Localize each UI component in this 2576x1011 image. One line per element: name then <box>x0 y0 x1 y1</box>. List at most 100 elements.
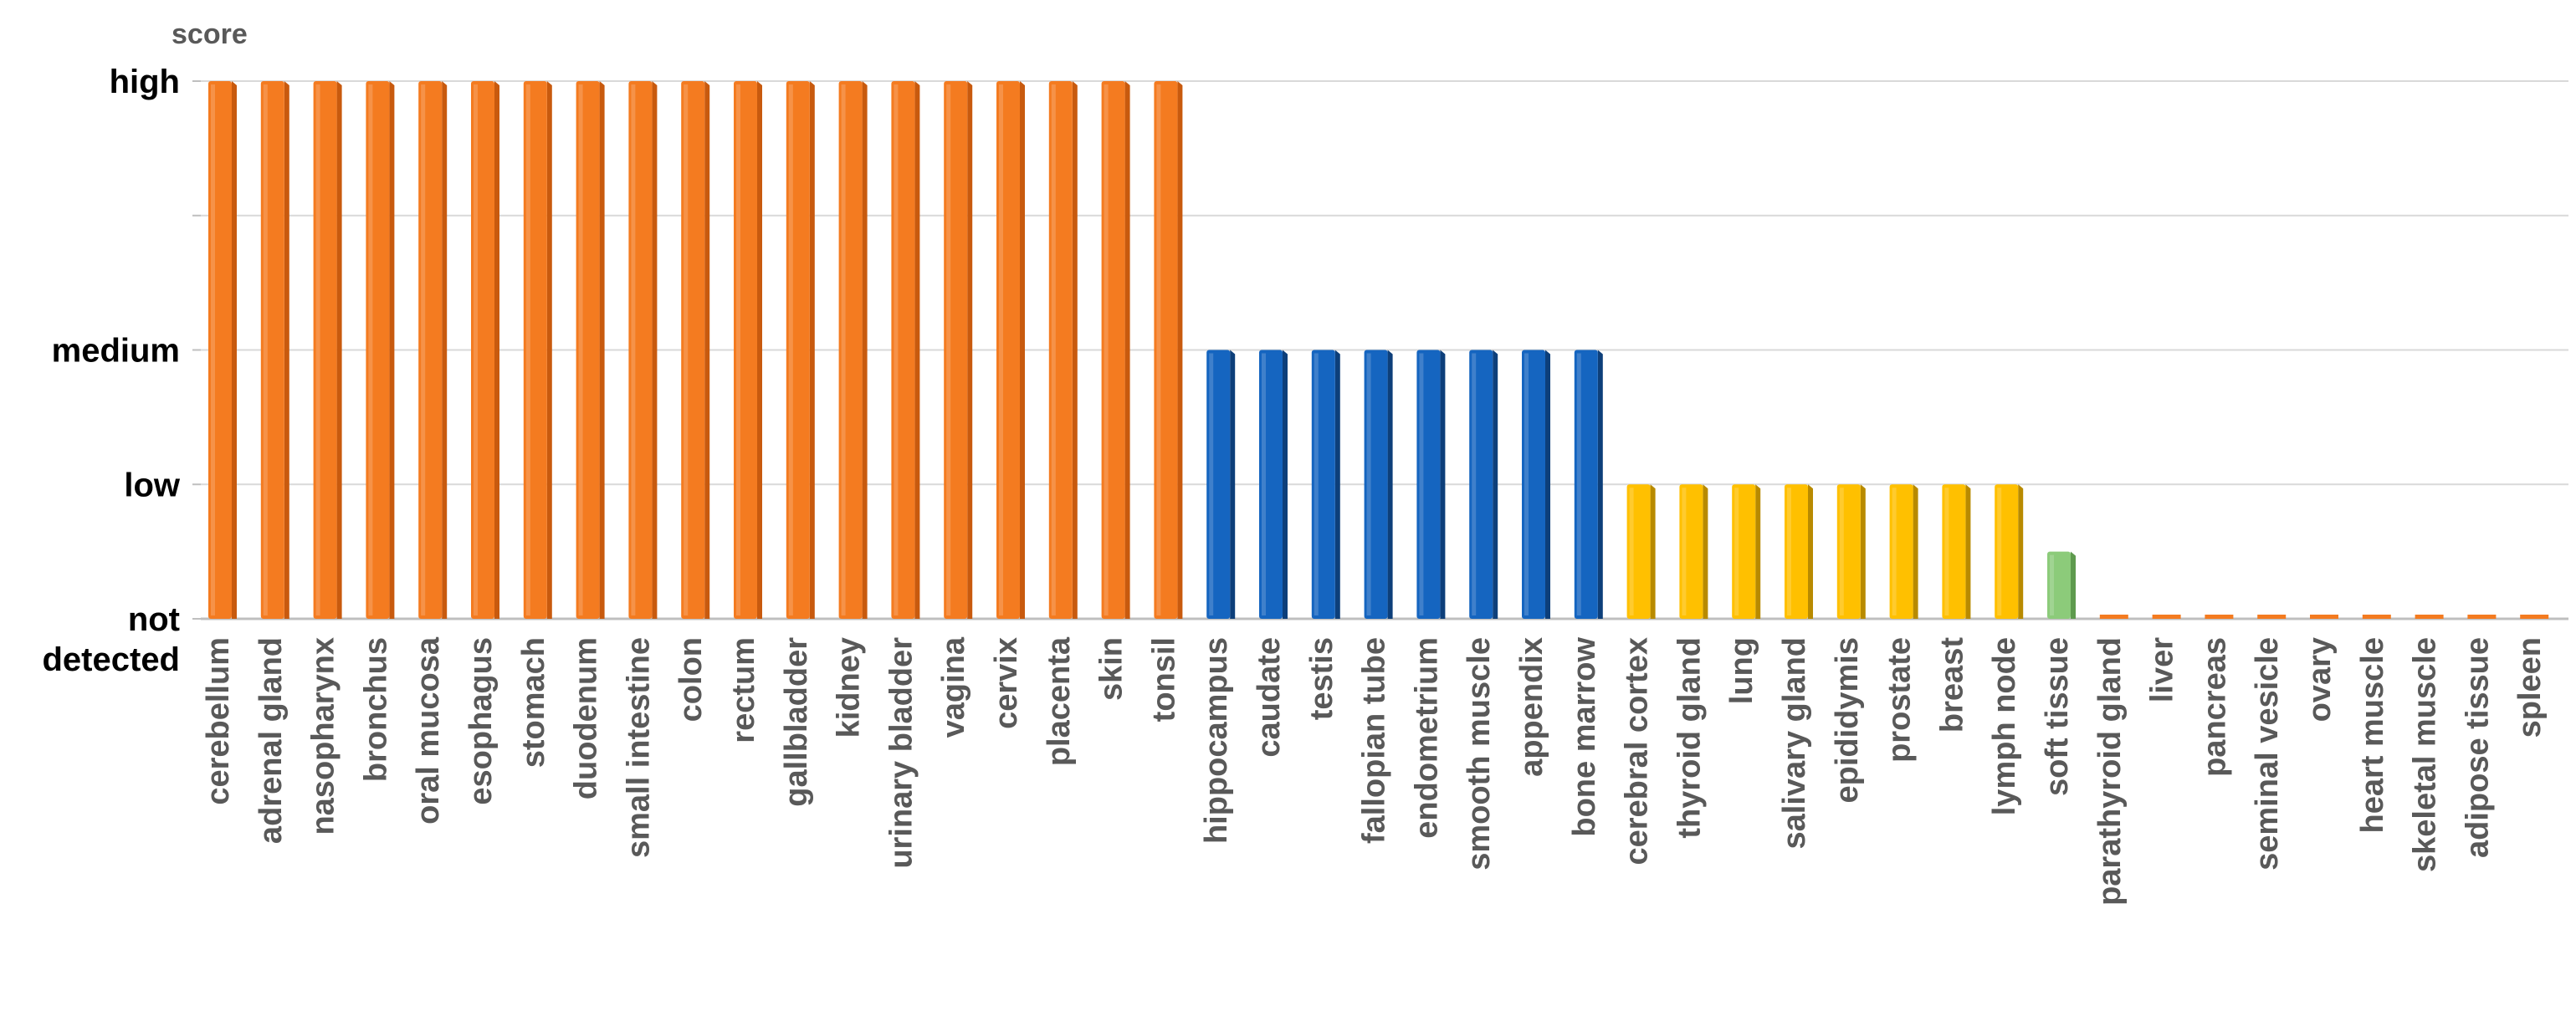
bar-highlight <box>1366 353 1371 615</box>
bar-side <box>1334 350 1340 619</box>
bar-face <box>838 81 863 619</box>
bar-breast <box>1942 484 1971 619</box>
bar-face <box>1101 81 1125 619</box>
bar-face <box>734 81 757 619</box>
x-tick-label: esophagus <box>463 637 499 805</box>
bar-highlight <box>1944 488 1949 615</box>
bar-side <box>2071 551 2076 619</box>
bar-epididymis <box>1836 484 1866 619</box>
bar-side <box>1650 484 1656 619</box>
bar-esophagus <box>471 81 499 619</box>
bar-side <box>284 81 289 619</box>
x-axis-labels: cerebellum adrenal gland nasopharynx bronch… <box>201 636 2548 906</box>
x-tick-label: gallbladder <box>779 637 814 807</box>
bar-side <box>1440 350 1446 619</box>
x-tick-label: liver <box>2145 637 2180 702</box>
bar-highlight <box>631 84 636 615</box>
bar-face <box>681 81 705 619</box>
bar-highlight <box>474 84 478 615</box>
bar-urinary-bladder <box>891 81 920 619</box>
bar-face <box>1206 350 1231 619</box>
bar-face <box>2047 551 2071 619</box>
bar-adrenal-gland <box>260 81 289 619</box>
bar-soft-tissue <box>2047 551 2076 619</box>
bar-highlight <box>211 84 215 615</box>
x-tick-label: testis <box>1304 637 1339 720</box>
x-tick-label: small intestine <box>621 637 656 858</box>
bar-highlight <box>1051 84 1056 615</box>
bar-face <box>1889 484 1913 619</box>
bar-zero-marker <box>2310 615 2338 619</box>
bar-highlight <box>1892 488 1897 615</box>
bar-highlight <box>894 84 899 615</box>
bar-side <box>389 81 395 619</box>
bar-caudate <box>1259 350 1288 619</box>
bar-cerebellum <box>208 81 237 619</box>
x-tick-label: salivary gland <box>1777 637 1812 849</box>
bar-fallopian-tube <box>1364 350 1393 619</box>
bar-highlight <box>315 84 320 615</box>
bars <box>208 81 2549 619</box>
bar-face <box>1995 484 2019 619</box>
bar-face <box>1574 350 1598 619</box>
bar-highlight <box>1104 84 1109 615</box>
bar-vagina <box>944 81 973 619</box>
x-tick-label: lung <box>1724 637 1759 704</box>
bar-highlight <box>1734 488 1739 615</box>
bar-side <box>1230 350 1236 619</box>
x-tick-label: vagina <box>936 636 971 738</box>
bar-face <box>891 81 915 619</box>
bar-face <box>1048 81 1073 619</box>
bar-face <box>1154 81 1178 619</box>
bar-highlight <box>841 84 846 615</box>
bar-face <box>996 81 1020 619</box>
bar-face <box>523 81 547 619</box>
bar-face <box>313 81 337 619</box>
x-tick-label: tonsil <box>1146 637 1181 722</box>
y-level-label-line: not <box>128 601 180 638</box>
bar-side <box>1124 81 1130 619</box>
x-tick-label: spleen <box>2512 637 2548 738</box>
bar-cervix <box>996 81 1025 619</box>
bar-side <box>442 81 448 619</box>
bar-side <box>494 81 499 619</box>
bar-side <box>862 81 868 619</box>
x-tick-label: ovary <box>2302 637 2338 722</box>
x-tick-label: cerebellum <box>201 637 236 805</box>
bar-bone-marrow <box>1574 350 1603 619</box>
bar-zero-marker <box>2362 615 2391 619</box>
bar-oral-mucosa <box>418 81 448 619</box>
bar-face <box>786 81 810 619</box>
bar-side <box>599 81 605 619</box>
y-level-label: medium <box>52 333 180 370</box>
bar-side <box>967 81 973 619</box>
bar-face <box>628 81 653 619</box>
bar-face <box>576 81 600 619</box>
bar-hippocampus <box>1206 350 1236 619</box>
x-tick-label: kidney <box>832 637 867 738</box>
x-tick-label: endometrium <box>1409 637 1444 839</box>
x-tick-label: stomach <box>516 637 551 768</box>
bar-side <box>1072 81 1078 619</box>
bar-highlight <box>1524 353 1529 615</box>
x-tick-label: cervix <box>989 637 1024 729</box>
bar-zero-marker <box>2152 615 2181 619</box>
bar-face <box>208 81 232 619</box>
bar-highlight <box>1314 353 1319 615</box>
x-tick-label: cerebral cortex <box>1620 637 1655 865</box>
bar-side <box>1965 484 1971 619</box>
x-tick-label: breast <box>1934 637 1969 733</box>
bar-highlight <box>1997 488 2002 615</box>
x-tick-label: parathyroid gland <box>2092 637 2128 906</box>
bar-face <box>366 81 390 619</box>
bar-seminal-vesicle <box>2257 615 2287 619</box>
bar-highlight <box>1839 488 1844 615</box>
bar-side <box>1177 81 1183 619</box>
bar-highlight <box>946 84 951 615</box>
bar-highlight <box>1156 84 1161 615</box>
bar-face <box>1364 350 1388 619</box>
x-tick-label: thyroid gland <box>1672 637 1707 839</box>
bar-side <box>1703 484 1708 619</box>
x-tick-label: skin <box>1094 637 1129 701</box>
bar-face <box>471 81 494 619</box>
